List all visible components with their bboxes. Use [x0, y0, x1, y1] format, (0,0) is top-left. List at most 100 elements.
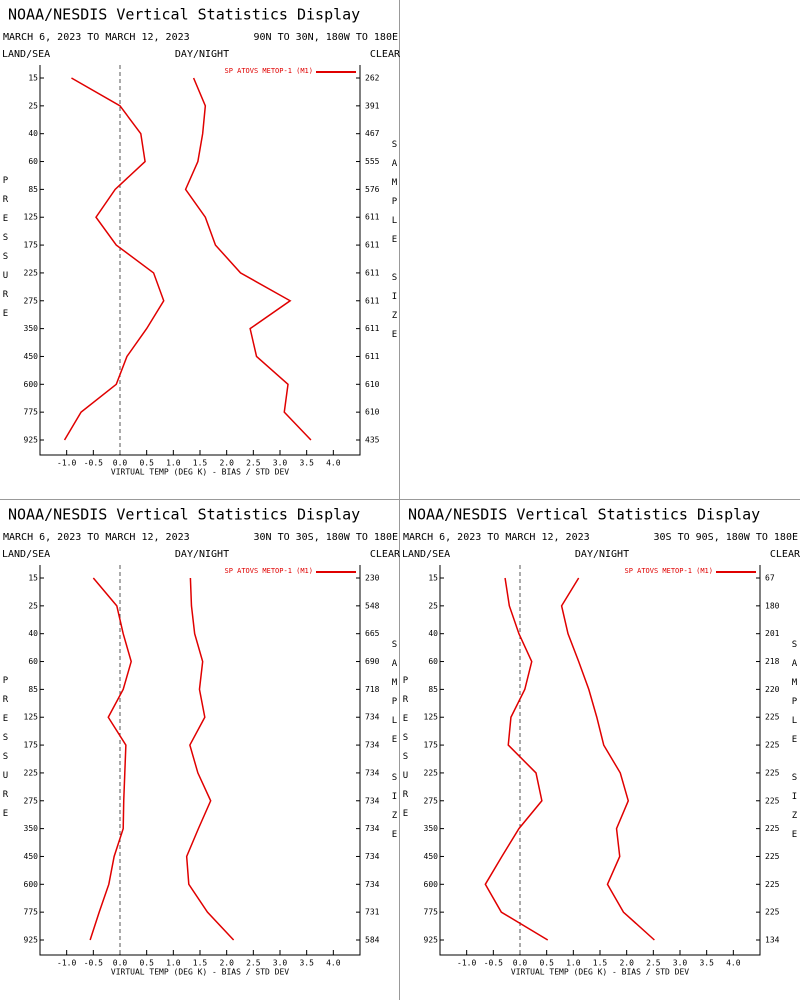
- panel-title: NOAA/NESDIS Vertical Statistics Display: [8, 506, 360, 524]
- sample-size-label: 218: [765, 657, 780, 666]
- sample-size-label: 225: [765, 824, 780, 833]
- sample-size-label: 548: [365, 601, 380, 610]
- clear-label: CLEAR: [370, 549, 401, 560]
- x-tick-label: 1.0: [166, 959, 181, 968]
- x-tick-label: 2.0: [219, 459, 234, 468]
- std-dev-line: [184, 77, 312, 441]
- day-night-label: DAY/NIGHT: [175, 549, 229, 560]
- x-tick-label: 0.5: [539, 959, 554, 968]
- sample-size-label: 734: [365, 741, 380, 750]
- y-tick-label: 775: [24, 908, 39, 917]
- x-tick-label: -0.5: [84, 959, 103, 968]
- sample-size-label: 718: [365, 685, 380, 694]
- y-tick-label: 275: [24, 296, 39, 305]
- y-tick-label: 350: [24, 324, 39, 333]
- y-tick-label: 775: [24, 408, 39, 417]
- date-range: MARCH 6, 2023 TO MARCH 12, 2023: [3, 32, 190, 43]
- panel-title: NOAA/NESDIS Vertical Statistics Display: [8, 6, 360, 24]
- sample-size-label: 225: [765, 852, 780, 861]
- y-tick-label: 40: [28, 129, 38, 138]
- panel: NOAA/NESDIS Vertical Statistics Display M…: [1, 506, 401, 977]
- x-tick-label: 4.0: [326, 459, 341, 468]
- y-tick-label: 60: [28, 157, 38, 166]
- y-tick-label: 125: [24, 713, 39, 722]
- legend-label: SP ATOVS METOP-1 (M1): [224, 567, 313, 575]
- x-tick-label: 2.5: [246, 959, 261, 968]
- x-tick-label: -1.0: [57, 459, 76, 468]
- y-tick-label: 125: [424, 713, 439, 722]
- sample-size-label: 225: [765, 741, 780, 750]
- y-tick-label: 85: [428, 685, 438, 694]
- y-tick-label: 15: [28, 74, 38, 83]
- y-tick-label: 40: [428, 629, 438, 638]
- sample-size-label: 67: [765, 574, 775, 583]
- y-tick-label: 60: [28, 657, 38, 666]
- x-tick-label: 3.5: [299, 959, 314, 968]
- y-tick-label: 175: [24, 241, 39, 250]
- x-tick-label: -1.0: [457, 959, 476, 968]
- sample-size-label: 467: [365, 129, 380, 138]
- y-tick-label: 275: [24, 796, 39, 805]
- y-axis-label: PRESSURE: [1, 676, 11, 828]
- day-night-label: DAY/NIGHT: [175, 49, 229, 60]
- y-tick-label: 275: [424, 796, 439, 805]
- sample-size-label: 731: [365, 908, 380, 917]
- sample-size-label: 584: [365, 936, 380, 945]
- sample-size-label: 391: [365, 101, 380, 110]
- x-tick-label: 2.0: [619, 959, 634, 968]
- y-tick-label: 925: [424, 936, 439, 945]
- x-tick-label: 4.0: [726, 959, 741, 968]
- y-tick-label: 225: [24, 768, 39, 777]
- bias-line: [63, 77, 165, 441]
- sample-size-label: 180: [765, 601, 780, 610]
- x-tick-label: 4.0: [326, 959, 341, 968]
- x-tick-label: 3.0: [273, 459, 288, 468]
- y-tick-label: 775: [424, 908, 439, 917]
- y-tick-label: 60: [428, 657, 438, 666]
- x-axis-label: VIRTUAL TEMP (DEG K) - BIAS / STD DEV: [111, 468, 289, 477]
- y-tick-label: 600: [24, 880, 39, 889]
- sample-size-label: 201: [765, 629, 780, 638]
- sample-size-label: 690: [365, 657, 380, 666]
- sample-size-label: 262: [365, 74, 380, 83]
- y-tick-label: 350: [24, 824, 39, 833]
- region: 90N TO 30N, 180W TO 180E: [254, 32, 399, 43]
- sample-size-label: 230: [365, 574, 380, 583]
- y-tick-label: 225: [24, 268, 39, 277]
- x-tick-label: 1.0: [566, 959, 581, 968]
- panel-title: NOAA/NESDIS Vertical Statistics Display: [408, 506, 760, 524]
- sample-size-label: 225: [765, 713, 780, 722]
- sample-size-label: 611: [365, 213, 380, 222]
- x-tick-label: 1.0: [166, 459, 181, 468]
- y-axis-label: PRESSURE: [401, 676, 411, 828]
- sample-size-label: 665: [365, 629, 380, 638]
- y-tick-label: 450: [24, 852, 39, 861]
- std-dev-line: [560, 577, 655, 941]
- y-tick-label: 40: [28, 629, 38, 638]
- y-tick-label: 15: [28, 574, 38, 583]
- x-tick-label: -0.5: [84, 459, 103, 468]
- sample-size-label: 611: [365, 268, 380, 277]
- bias-line: [89, 577, 132, 941]
- x-tick-label: 3.5: [299, 459, 314, 468]
- y-tick-label: 925: [24, 436, 39, 445]
- y-axis-label: PRESSURE: [1, 176, 11, 328]
- sample-size-label: 225: [765, 768, 780, 777]
- y-tick-label: 85: [28, 685, 38, 694]
- sample-size-label: 225: [765, 908, 780, 917]
- sample-size-label: 225: [765, 880, 780, 889]
- y-tick-label: 450: [24, 352, 39, 361]
- x-tick-label: 2.0: [219, 959, 234, 968]
- sample-size-label: 734: [365, 880, 380, 889]
- x-tick-label: 3.5: [699, 959, 714, 968]
- sample-size-label: 610: [365, 380, 380, 389]
- region: 30S TO 90S, 180W TO 180E: [654, 532, 799, 543]
- panel: NOAA/NESDIS Vertical Statistics Display M…: [401, 506, 800, 977]
- date-range: MARCH 6, 2023 TO MARCH 12, 2023: [403, 532, 590, 543]
- sample-size-label: 576: [365, 185, 380, 194]
- bias-line: [484, 577, 549, 941]
- y-tick-label: 600: [424, 880, 439, 889]
- y-tick-label: 25: [28, 101, 38, 110]
- y2-axis-label: SAMPLE SIZE: [390, 640, 400, 849]
